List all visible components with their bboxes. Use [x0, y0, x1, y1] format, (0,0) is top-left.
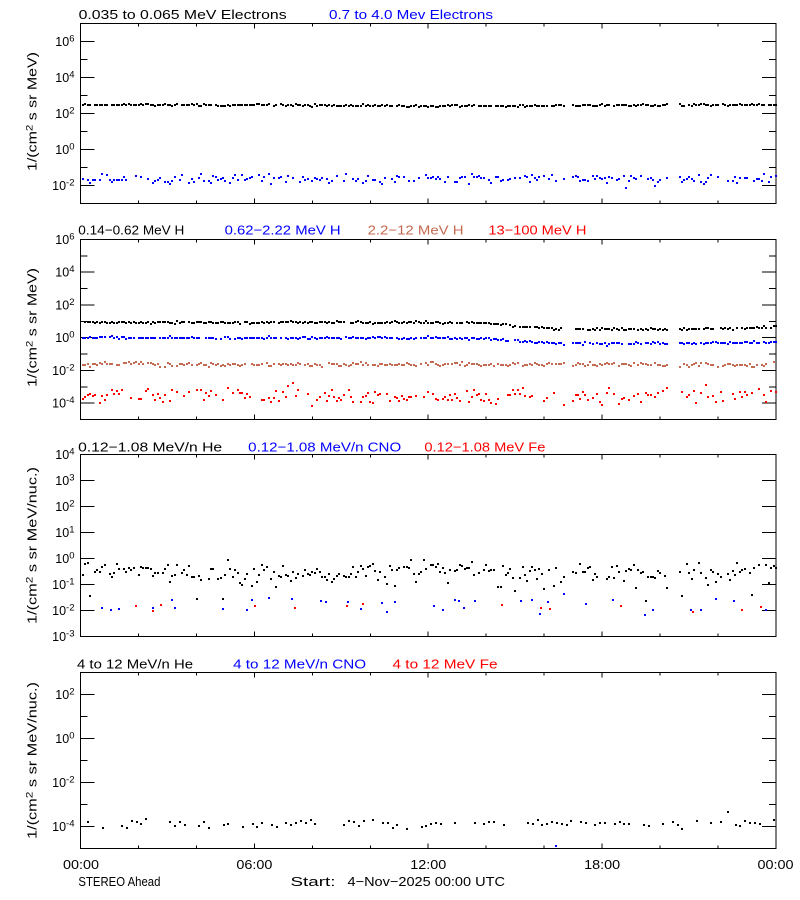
svg-text:1/(cm2 s sr MeV): 1/(cm2 s sr MeV) — [25, 52, 40, 171]
svg-text:1/(cm2 s sr MeV/nuc.): 1/(cm2 s sr MeV/nuc.) — [25, 682, 40, 839]
svg-text:4−Nov−2025 00:00 UTC: 4−Nov−2025 00:00 UTC — [348, 874, 506, 889]
svg-text:STEREO Ahead: STEREO Ahead — [78, 874, 160, 889]
svg-text:0.035 to 0.065 MeV Electrons: 0.035 to 0.065 MeV Electrons — [79, 7, 288, 22]
svg-text:18:00: 18:00 — [584, 858, 620, 872]
svg-text:0.12−1.08 MeV/n CNO: 0.12−1.08 MeV/n CNO — [248, 440, 401, 455]
svg-text:12:00: 12:00 — [410, 858, 446, 872]
svg-text:1/(cm2 s sr MeV): 1/(cm2 s sr MeV) — [25, 268, 40, 387]
svg-text:00:00: 00:00 — [63, 858, 99, 872]
svg-text:4 to 12 MeV/n CNO: 4 to 12 MeV/n CNO — [233, 657, 366, 672]
svg-text:4 to 12 MeV Fe: 4 to 12 MeV Fe — [393, 657, 498, 672]
svg-text:06:00: 06:00 — [236, 858, 272, 872]
svg-text:13−100 MeV H: 13−100 MeV H — [488, 223, 586, 238]
svg-text:2.2−12 MeV H: 2.2−12 MeV H — [368, 223, 464, 238]
svg-text:0.14−0.62 MeV H: 0.14−0.62 MeV H — [78, 223, 184, 238]
svg-text:0.12−1.08 MeV Fe: 0.12−1.08 MeV Fe — [424, 440, 545, 455]
svg-text:0.62−2.22 MeV H: 0.62−2.22 MeV H — [225, 223, 341, 238]
svg-text:00:00: 00:00 — [758, 858, 794, 872]
svg-text:0.7 to 4.0 Mev Electrons: 0.7 to 4.0 Mev Electrons — [329, 7, 494, 22]
svg-text:4 to 12 MeV/n He: 4 to 12 MeV/n He — [77, 657, 193, 672]
svg-text:0.12−1.08 MeV/n He: 0.12−1.08 MeV/n He — [78, 440, 222, 455]
svg-text:1/(cm2 s sr MeV/nuc.): 1/(cm2 s sr MeV/nuc.) — [25, 467, 40, 624]
svg-text:Start:: Start: — [291, 874, 336, 889]
